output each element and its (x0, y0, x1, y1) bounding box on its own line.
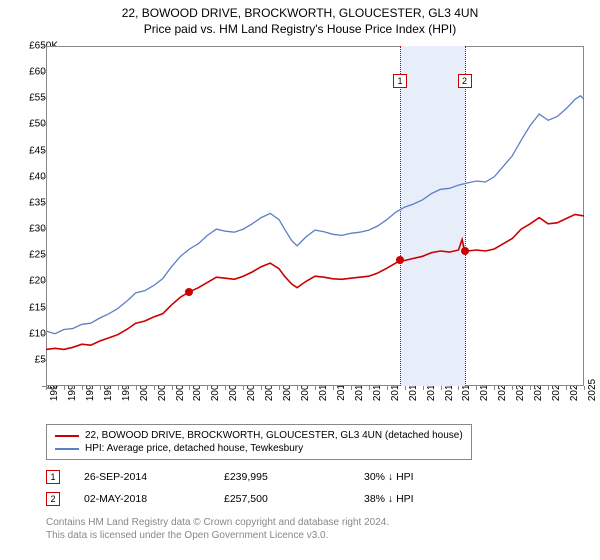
sale-date-1: 26-SEP-2014 (84, 471, 224, 483)
sale-point (185, 288, 193, 296)
sales-table: 1 26-SEP-2014 £239,995 30% ↓ HPI 2 02-MA… (46, 466, 504, 510)
legend-row: 22, BOWOOD DRIVE, BROCKWORTH, GLOUCESTER… (55, 429, 463, 442)
series-blue (46, 96, 584, 334)
legend-box: 22, BOWOOD DRIVE, BROCKWORTH, GLOUCESTER… (46, 424, 472, 460)
series-red (46, 214, 584, 349)
x-tick-label: 2025 (587, 379, 598, 401)
footer-line-2: This data is licensed under the Open Gov… (46, 529, 389, 542)
plot-area: 12 (46, 46, 584, 386)
sale-date-2: 02-MAY-2018 (84, 493, 224, 505)
footer-line-1: Contains HM Land Registry data © Crown c… (46, 516, 389, 529)
chart-title-line2: Price paid vs. HM Land Registry's House … (0, 22, 600, 40)
legend-label-blue: HPI: Average price, detached house, Tewk… (85, 443, 303, 454)
legend-row: HPI: Average price, detached house, Tewk… (55, 442, 463, 455)
sale-point (396, 256, 404, 264)
line-series-svg (46, 46, 584, 386)
legend-swatch-blue (55, 448, 79, 450)
chart-marker-box: 1 (393, 74, 407, 88)
sale-marker-1: 1 (46, 470, 60, 484)
legend-label-red: 22, BOWOOD DRIVE, BROCKWORTH, GLOUCESTER… (85, 430, 463, 441)
sale-price-2: £257,500 (224, 493, 364, 505)
sale-marker-2: 2 (46, 492, 60, 506)
sale-delta-1: 30% ↓ HPI (364, 471, 504, 483)
chart-container: 22, BOWOOD DRIVE, BROCKWORTH, GLOUCESTER… (0, 0, 600, 560)
sale-price-1: £239,995 (224, 471, 364, 483)
chart-title-line1: 22, BOWOOD DRIVE, BROCKWORTH, GLOUCESTER… (0, 0, 600, 22)
footer-text: Contains HM Land Registry data © Crown c… (46, 516, 389, 542)
sale-delta-2: 38% ↓ HPI (364, 493, 504, 505)
sales-row: 1 26-SEP-2014 £239,995 30% ↓ HPI (46, 466, 504, 488)
chart-marker-box: 2 (458, 74, 472, 88)
sales-row: 2 02-MAY-2018 £257,500 38% ↓ HPI (46, 488, 504, 510)
legend-swatch-red (55, 435, 79, 437)
sale-point (461, 247, 469, 255)
